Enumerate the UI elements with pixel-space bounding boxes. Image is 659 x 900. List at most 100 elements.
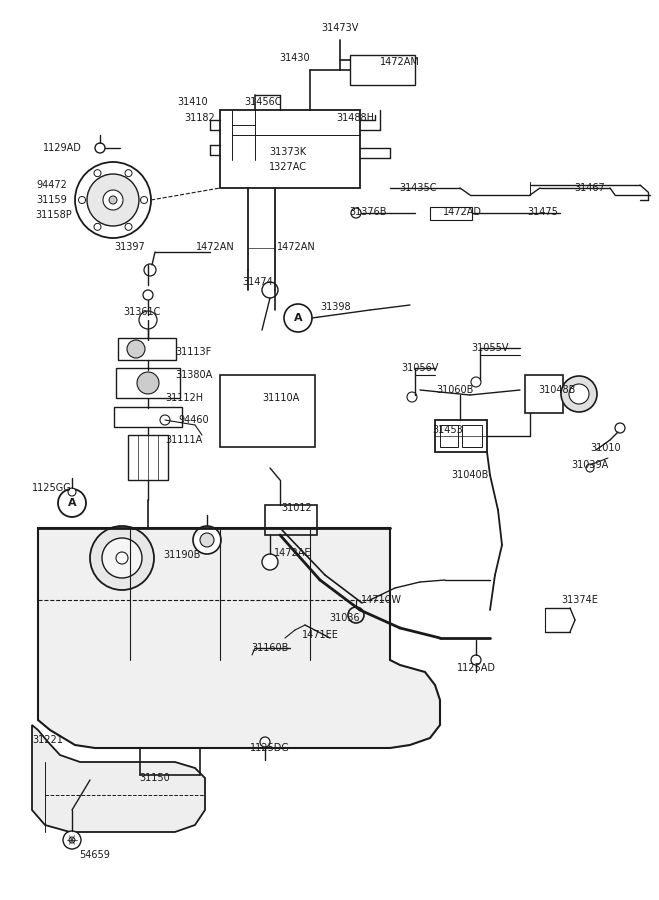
Circle shape <box>109 196 117 204</box>
Text: 1129AD: 1129AD <box>43 143 82 153</box>
Text: 31039A: 31039A <box>571 460 609 470</box>
Text: 31380A: 31380A <box>175 370 212 380</box>
Text: 31221: 31221 <box>32 735 63 745</box>
Text: 31397: 31397 <box>115 242 146 252</box>
Circle shape <box>78 196 86 203</box>
Circle shape <box>586 464 594 472</box>
Bar <box>440 425 458 447</box>
Text: 31456C: 31456C <box>244 97 282 107</box>
Circle shape <box>471 377 481 387</box>
Circle shape <box>90 526 154 590</box>
Text: 31056V: 31056V <box>401 363 439 373</box>
Text: 31374E: 31374E <box>561 595 598 605</box>
Text: A: A <box>294 313 302 323</box>
Text: 1472AD: 1472AD <box>442 207 482 217</box>
Text: 31475: 31475 <box>528 207 558 217</box>
Bar <box>430 207 472 220</box>
Text: 1472AE: 1472AE <box>274 548 312 558</box>
Circle shape <box>143 290 153 300</box>
Polygon shape <box>32 725 205 832</box>
Bar <box>525 375 563 413</box>
Bar <box>265 505 317 535</box>
Circle shape <box>193 526 221 554</box>
Text: 31361C: 31361C <box>123 307 161 317</box>
Text: 31111A: 31111A <box>165 435 202 445</box>
Circle shape <box>260 737 270 747</box>
Text: 31430: 31430 <box>279 53 310 63</box>
Bar <box>462 425 482 447</box>
Circle shape <box>116 552 128 564</box>
Text: 31435C: 31435C <box>399 183 437 193</box>
Text: 94460: 94460 <box>178 415 209 425</box>
Circle shape <box>144 264 156 276</box>
Text: 31160B: 31160B <box>251 643 289 653</box>
Circle shape <box>262 554 278 570</box>
Text: 31060B: 31060B <box>436 385 474 395</box>
Circle shape <box>137 372 159 394</box>
Text: 31010: 31010 <box>590 443 621 453</box>
Text: 31036: 31036 <box>330 613 360 623</box>
Circle shape <box>262 282 278 298</box>
Circle shape <box>615 423 625 433</box>
Text: 31159: 31159 <box>37 195 67 205</box>
Bar <box>116 368 180 398</box>
Circle shape <box>561 376 597 412</box>
Text: 31474: 31474 <box>243 277 273 287</box>
Bar <box>128 435 168 480</box>
Circle shape <box>140 196 148 203</box>
Circle shape <box>58 489 86 517</box>
Text: 1125GG: 1125GG <box>32 483 72 493</box>
Text: 31112H: 31112H <box>165 393 203 403</box>
Text: 31373K: 31373K <box>270 147 306 157</box>
Circle shape <box>95 143 105 153</box>
Text: 1472AN: 1472AN <box>196 242 235 252</box>
Text: 1125AD: 1125AD <box>457 663 496 673</box>
Text: 31453: 31453 <box>432 425 463 435</box>
Text: 31048B: 31048B <box>538 385 576 395</box>
Text: 31055V: 31055V <box>471 343 509 353</box>
Circle shape <box>200 533 214 547</box>
Text: 1472AM: 1472AM <box>380 57 420 67</box>
Text: 54659: 54659 <box>80 850 111 860</box>
Text: A: A <box>68 498 76 508</box>
Bar <box>114 407 182 427</box>
Circle shape <box>68 488 76 496</box>
Text: 1125DG: 1125DG <box>250 743 290 753</box>
Text: 31473V: 31473V <box>322 23 358 33</box>
Circle shape <box>94 170 101 176</box>
Circle shape <box>284 304 312 332</box>
Circle shape <box>160 415 170 425</box>
Circle shape <box>69 837 75 843</box>
Circle shape <box>102 538 142 578</box>
Bar <box>350 55 415 85</box>
Text: 31158P: 31158P <box>36 210 72 220</box>
Text: 31150: 31150 <box>140 773 171 783</box>
Circle shape <box>139 311 157 329</box>
Text: 31182: 31182 <box>185 113 215 123</box>
Bar <box>220 375 315 447</box>
Text: 31113F: 31113F <box>175 347 212 357</box>
Circle shape <box>103 190 123 210</box>
Circle shape <box>471 655 481 665</box>
Circle shape <box>351 208 361 218</box>
Text: 31190B: 31190B <box>163 550 201 560</box>
Bar <box>220 110 360 188</box>
Text: 1327AC: 1327AC <box>269 162 307 172</box>
Text: 31110A: 31110A <box>262 393 299 403</box>
Text: 1472AN: 1472AN <box>277 242 316 252</box>
Text: 94472: 94472 <box>36 180 67 190</box>
Circle shape <box>569 384 589 404</box>
Text: 31488H: 31488H <box>336 113 374 123</box>
Circle shape <box>63 831 81 849</box>
Bar <box>435 420 487 452</box>
Text: 31376B: 31376B <box>349 207 387 217</box>
Text: 31467: 31467 <box>575 183 606 193</box>
Circle shape <box>94 223 101 230</box>
Polygon shape <box>38 528 440 748</box>
Text: 1471EE: 1471EE <box>302 630 339 640</box>
Text: 1471CW: 1471CW <box>360 595 401 605</box>
Circle shape <box>75 162 151 238</box>
Circle shape <box>127 340 145 358</box>
Text: 31398: 31398 <box>321 302 351 312</box>
Text: 31012: 31012 <box>281 503 312 513</box>
